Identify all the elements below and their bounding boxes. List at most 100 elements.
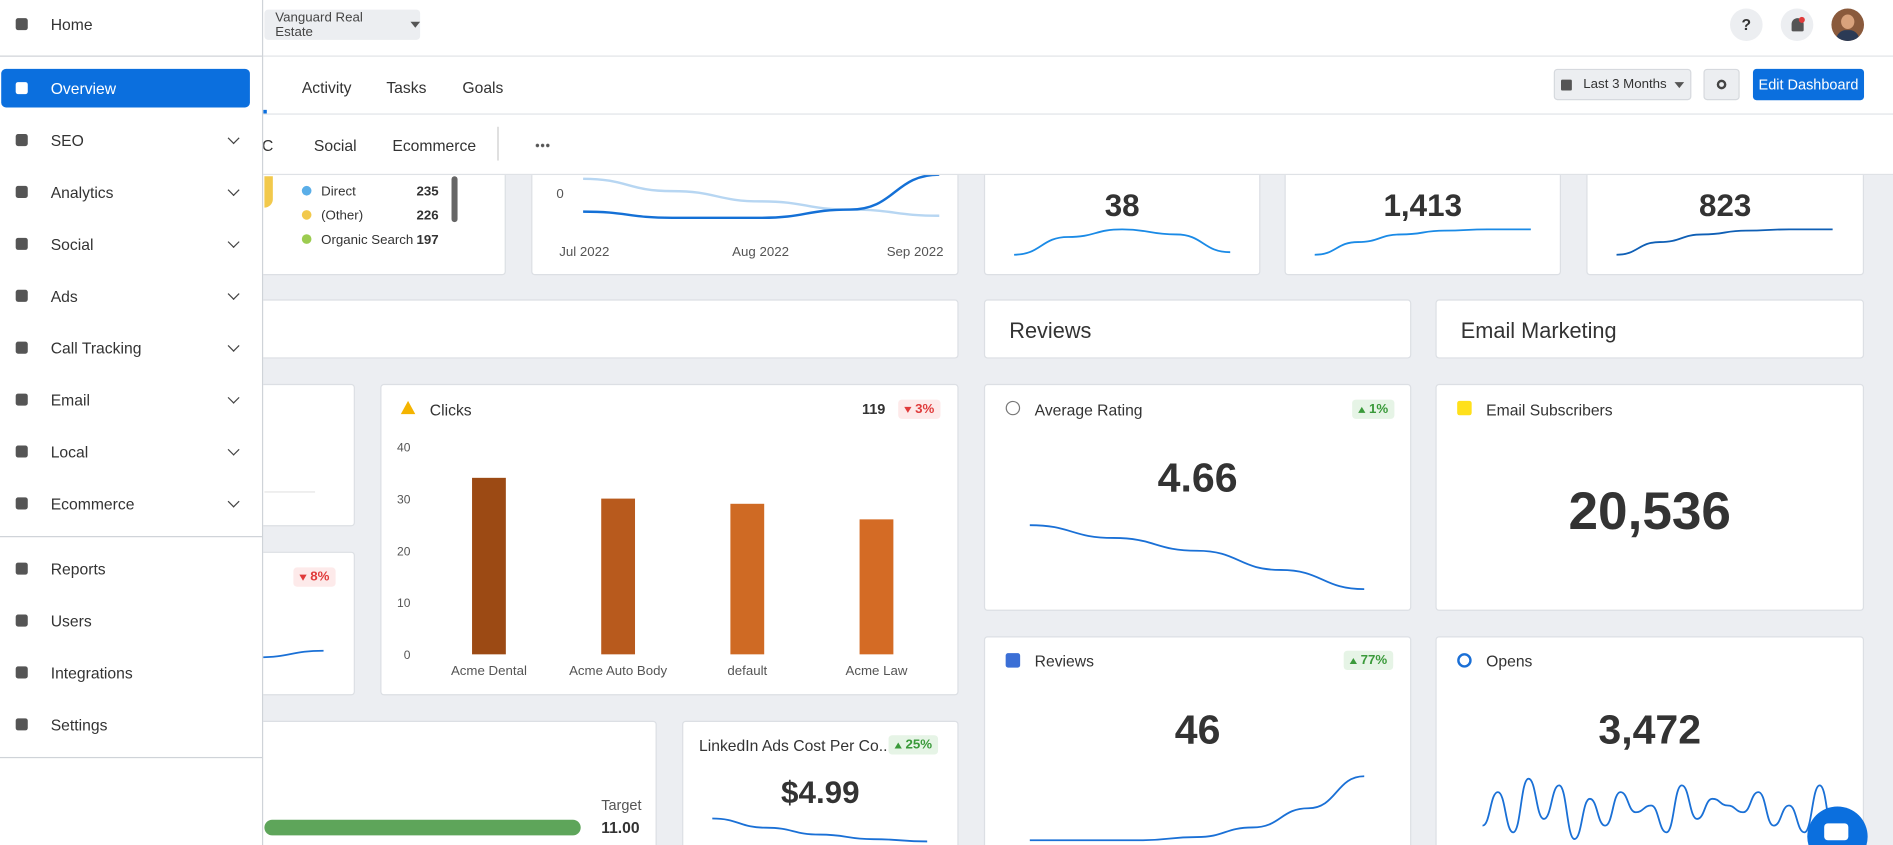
stat-value: 38 [1104, 187, 1140, 224]
nav-label: Local [50, 442, 89, 461]
nav-item[interactable]: SEO [1, 121, 250, 160]
scrollbar [451, 176, 458, 223]
subtab-bar: C Social Ecommerce [0, 114, 1893, 176]
nav-label: Reports [50, 559, 106, 578]
nav-icon [15, 134, 28, 147]
section-card: Reviews [983, 299, 1412, 359]
nav-item[interactable]: Integrations [1, 653, 250, 692]
tab[interactable]: Goals [462, 78, 504, 97]
share-button[interactable] [1703, 68, 1740, 101]
nav-item[interactable]: Social [1, 225, 250, 264]
legend-dot [301, 185, 312, 196]
x-tick-label: Acme Auto Body [569, 663, 667, 678]
widget-value: $4.99 [781, 773, 860, 811]
subtab[interactable]: C [261, 136, 274, 155]
nav-icon [15, 445, 28, 458]
avatar[interactable] [1831, 8, 1865, 42]
notifications-button[interactable] [1780, 8, 1814, 42]
section-title: Reviews [1009, 318, 1092, 343]
nav-label: Social [50, 234, 94, 253]
section-card: Email Marketing [1435, 299, 1865, 359]
more-button[interactable] [534, 143, 551, 148]
nav-item[interactable]: Ecommerce [1, 484, 250, 523]
tab[interactable]: Tasks [386, 78, 427, 97]
nav-item[interactable]: Email [1, 380, 250, 419]
chevron [227, 391, 240, 404]
reviews-card: Reviews 77% 46 [983, 636, 1412, 845]
y-tick-label: 20 [397, 544, 411, 558]
edit-dashboard-button[interactable]: Edit Dashboard [1752, 68, 1865, 101]
chevron [227, 184, 240, 197]
widget-title: Average Rating [1034, 400, 1143, 419]
trend-line [583, 173, 940, 219]
bar [730, 503, 765, 655]
nav-label: Settings [50, 715, 108, 734]
y-tick-label: 40 [397, 441, 411, 455]
nav-label: Ads [50, 286, 78, 305]
opens-card: Opens 3,472 [1435, 636, 1865, 845]
nav-item[interactable]: Overview [1, 68, 250, 108]
y-tick-label: 0 [556, 186, 563, 201]
bar [472, 477, 506, 655]
nav-icon [15, 614, 28, 627]
subtab[interactable]: Social [313, 136, 357, 155]
sparkline [1029, 775, 1365, 842]
nav-icon [15, 237, 28, 250]
chevron [227, 287, 240, 300]
widget-title: Clicks [429, 400, 472, 419]
chat-icon [1824, 823, 1849, 841]
nav-label: Overview [50, 79, 117, 98]
change-badge: 8% [293, 567, 336, 587]
account-name: Vanguard Real Estate [275, 10, 363, 40]
widget-value: 20,536 [1568, 481, 1731, 541]
nav-label: Home [50, 15, 93, 34]
subscribers-card: Email Subscribers 20,536 [1435, 383, 1865, 611]
nav-item[interactable]: Settings [1, 705, 250, 744]
nav-label: Call Tracking [50, 338, 142, 357]
y-tick-label: 0 [404, 648, 411, 662]
chevron [227, 339, 240, 352]
widget-value: 4.66 [1157, 455, 1238, 502]
nav-item[interactable]: Local [1, 432, 250, 471]
nav-icon [15, 562, 28, 575]
chevron [227, 236, 240, 249]
change-badge: 25% [888, 735, 939, 755]
caret [410, 21, 421, 28]
google-icon [1005, 653, 1021, 668]
subtab[interactable]: Ecommerce [392, 136, 477, 155]
nav-icon [15, 82, 28, 95]
nav-item[interactable]: Users [1, 601, 250, 640]
total: 119 [861, 400, 886, 418]
y-tick-label: 30 [397, 492, 411, 506]
nav-item[interactable]: Ads [1, 276, 250, 315]
legend-label: Organic Search [321, 232, 413, 247]
nav-icon [15, 341, 28, 354]
avatar-body [1836, 30, 1860, 42]
chevron [227, 495, 240, 508]
legend-dot [301, 234, 312, 244]
nav-item[interactable]: Home [1, 5, 250, 44]
nav-icon [15, 497, 28, 510]
y-tick-label: 10 [397, 596, 411, 610]
tab-indicator [263, 109, 267, 114]
section-card [181, 299, 959, 359]
mailchimp-icon [1457, 400, 1472, 416]
help-button[interactable]: ? [1730, 8, 1763, 42]
date-range-button[interactable]: Last 3 Months [1553, 68, 1692, 101]
nav-label: SEO [50, 130, 84, 150]
sparkline [1482, 777, 1836, 840]
widget-title: LinkedIn Ads Cost Per Co... [699, 736, 892, 755]
account-select[interactable]: Vanguard Real Estate [264, 9, 421, 40]
tab[interactable]: Activity [301, 78, 352, 97]
trend-line [583, 177, 940, 217]
widget-value: 3,472 [1598, 707, 1702, 754]
rating-card: Average Rating 1% 4.66 [983, 383, 1412, 611]
rule [264, 491, 316, 493]
nav-item[interactable]: Reports [1, 549, 250, 588]
nav-item[interactable]: Analytics [1, 173, 250, 212]
nav-item[interactable]: Call Tracking [1, 328, 250, 367]
tab-bar: Activity Tasks Goals Last 3 Months Edit … [0, 56, 1893, 115]
nav-label: Integrations [50, 663, 133, 682]
